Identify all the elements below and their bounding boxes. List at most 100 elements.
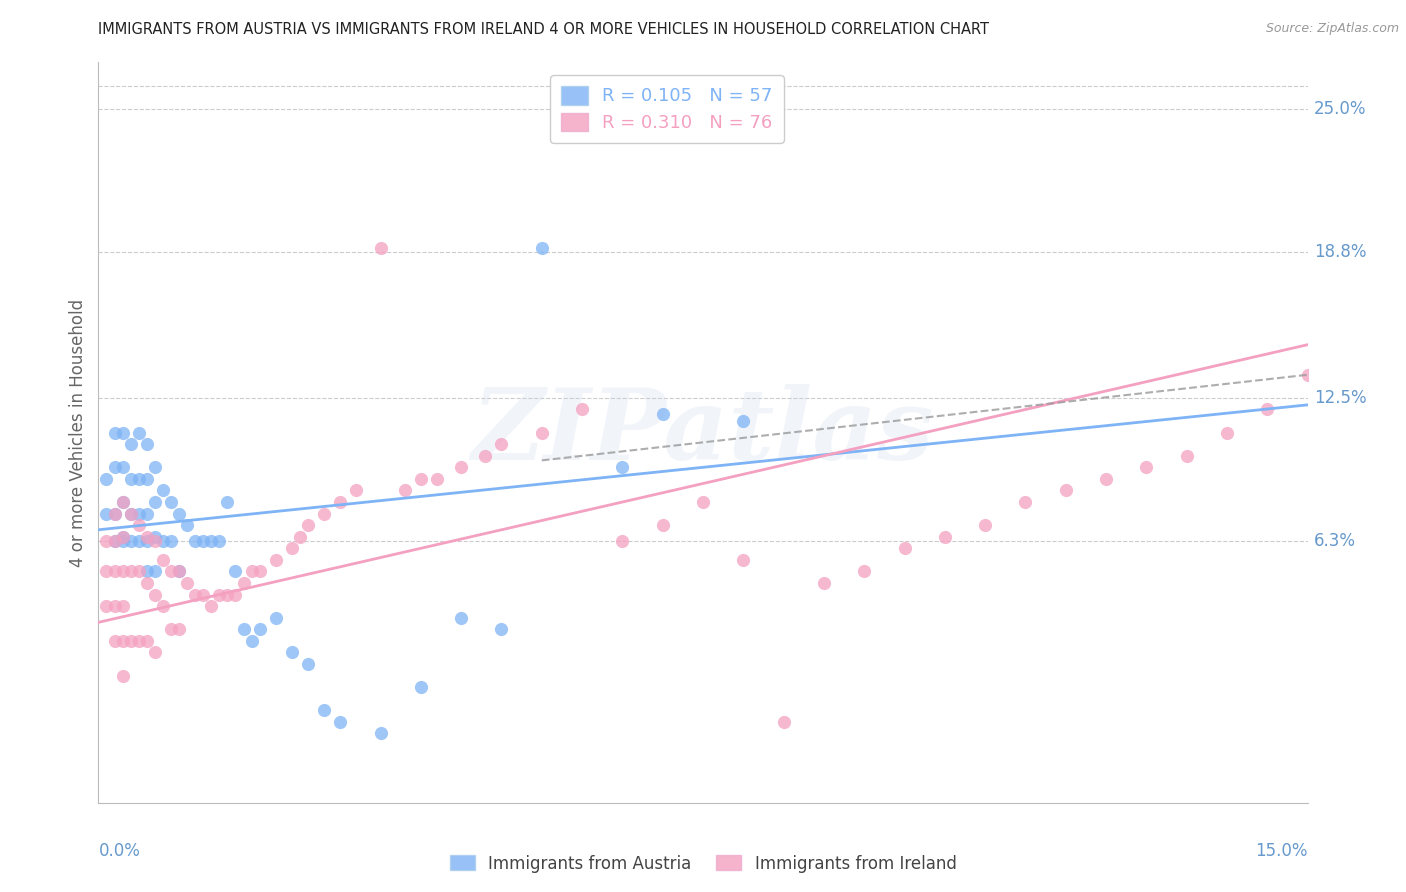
- Point: [111, 530, 134, 544]
- Point: [853, 565, 876, 579]
- Point: [96, 599, 118, 614]
- Point: [103, 599, 125, 614]
- Point: [232, 576, 254, 591]
- Point: [135, 565, 157, 579]
- Point: [193, 534, 215, 549]
- Point: [111, 668, 134, 682]
- Point: [733, 414, 755, 428]
- Point: [135, 633, 157, 648]
- Point: [409, 472, 432, 486]
- Point: [264, 553, 287, 567]
- Point: [120, 437, 142, 451]
- Point: [135, 507, 157, 521]
- Point: [152, 553, 174, 567]
- Point: [128, 534, 150, 549]
- Text: 12.5%: 12.5%: [1313, 389, 1367, 407]
- Point: [249, 622, 271, 636]
- Point: [120, 507, 142, 521]
- Point: [184, 534, 207, 549]
- Point: [288, 530, 311, 544]
- Legend: Immigrants from Austria, Immigrants from Ireland: Immigrants from Austria, Immigrants from…: [443, 848, 963, 880]
- Point: [193, 588, 215, 602]
- Point: [103, 507, 125, 521]
- Point: [128, 633, 150, 648]
- Point: [733, 553, 755, 567]
- Text: Source: ZipAtlas.com: Source: ZipAtlas.com: [1265, 22, 1399, 36]
- Text: IMMIGRANTS FROM AUSTRIA VS IMMIGRANTS FROM IRELAND 4 OR MORE VEHICLES IN HOUSEHO: IMMIGRANTS FROM AUSTRIA VS IMMIGRANTS FR…: [98, 22, 990, 37]
- Point: [297, 657, 319, 671]
- Point: [249, 565, 271, 579]
- Point: [111, 534, 134, 549]
- Point: [128, 518, 150, 533]
- Point: [167, 507, 190, 521]
- Point: [143, 530, 166, 544]
- Point: [135, 530, 157, 544]
- Point: [450, 460, 472, 475]
- Point: [264, 610, 287, 624]
- Point: [772, 714, 794, 729]
- Point: [1095, 472, 1118, 486]
- Point: [111, 460, 134, 475]
- Point: [370, 240, 392, 254]
- Point: [160, 495, 183, 509]
- Point: [96, 472, 118, 486]
- Point: [184, 588, 207, 602]
- Point: [111, 495, 134, 509]
- Point: [1014, 495, 1036, 509]
- Y-axis label: 4 or more Vehicles in Household: 4 or more Vehicles in Household: [69, 299, 87, 566]
- Point: [571, 402, 593, 417]
- Point: [176, 576, 198, 591]
- Point: [128, 472, 150, 486]
- Point: [103, 425, 125, 440]
- Point: [651, 407, 673, 421]
- Point: [111, 425, 134, 440]
- Point: [1216, 425, 1239, 440]
- Point: [152, 534, 174, 549]
- Point: [426, 472, 449, 486]
- Point: [120, 534, 142, 549]
- Point: [103, 460, 125, 475]
- Point: [297, 518, 319, 533]
- Point: [96, 534, 118, 549]
- Point: [934, 530, 956, 544]
- Point: [143, 588, 166, 602]
- Point: [612, 534, 634, 549]
- Point: [208, 534, 231, 549]
- Point: [474, 449, 496, 463]
- Point: [111, 565, 134, 579]
- Point: [612, 460, 634, 475]
- Point: [329, 714, 352, 729]
- Point: [143, 460, 166, 475]
- Point: [1256, 402, 1278, 417]
- Text: ZIPatlas: ZIPatlas: [472, 384, 934, 481]
- Point: [143, 534, 166, 549]
- Point: [120, 507, 142, 521]
- Point: [143, 565, 166, 579]
- Point: [111, 599, 134, 614]
- Point: [103, 507, 125, 521]
- Point: [143, 645, 166, 659]
- Point: [135, 437, 157, 451]
- Point: [692, 495, 714, 509]
- Text: 15.0%: 15.0%: [1256, 842, 1308, 860]
- Point: [450, 610, 472, 624]
- Point: [96, 565, 118, 579]
- Point: [111, 633, 134, 648]
- Point: [103, 633, 125, 648]
- Legend: R = 0.105   N = 57, R = 0.310   N = 76: R = 0.105 N = 57, R = 0.310 N = 76: [550, 75, 783, 143]
- Point: [224, 588, 246, 602]
- Point: [111, 495, 134, 509]
- Point: [176, 518, 198, 533]
- Point: [224, 565, 246, 579]
- Point: [128, 425, 150, 440]
- Point: [491, 437, 513, 451]
- Point: [200, 534, 222, 549]
- Point: [120, 472, 142, 486]
- Point: [394, 483, 416, 498]
- Text: 18.8%: 18.8%: [1313, 244, 1367, 261]
- Point: [217, 588, 239, 602]
- Point: [240, 633, 263, 648]
- Point: [232, 622, 254, 636]
- Text: 0.0%: 0.0%: [98, 842, 141, 860]
- Point: [1296, 368, 1319, 382]
